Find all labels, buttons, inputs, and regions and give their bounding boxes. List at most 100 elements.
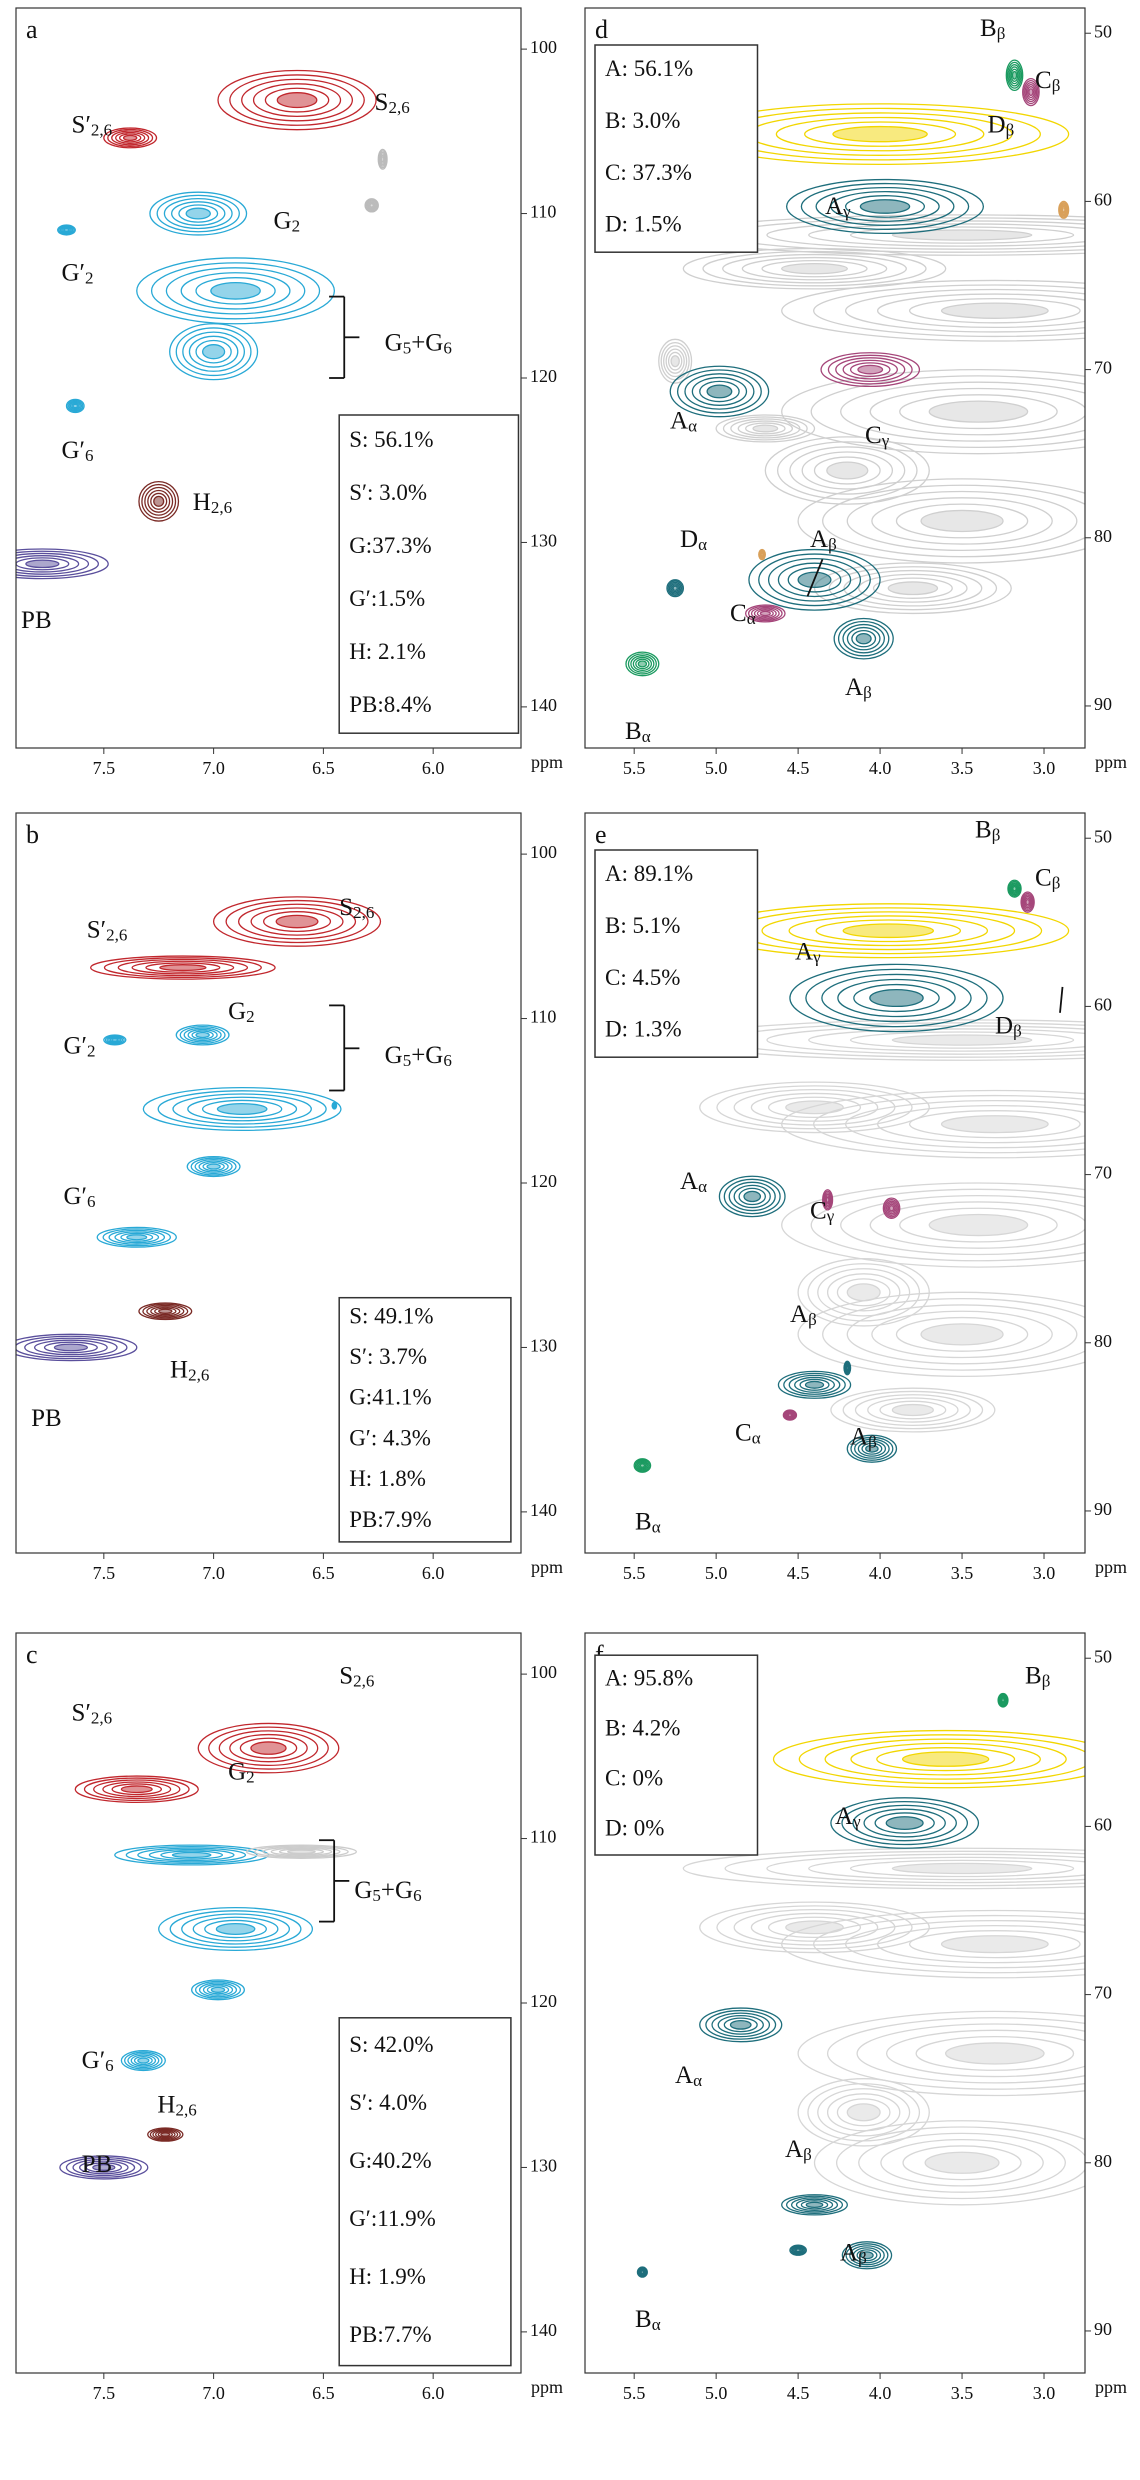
contour-ring [241,78,354,122]
panel-label: b [26,820,39,849]
contour-ring [840,381,1085,442]
contour-ring [842,923,935,939]
contour-ring [159,964,207,972]
contour-ring [237,903,357,940]
contour-ring [115,131,146,144]
contour-ring [635,658,650,670]
legend-entry: G:41.1% [349,1385,431,1410]
label-text: A [810,526,828,553]
contour-ring [846,2103,881,2122]
contour-ring [61,226,72,234]
contour-ring [670,582,681,594]
contour-ring [191,1030,214,1040]
contour-ring [813,456,881,485]
contour-ring [817,1268,911,1317]
label-subscript: α [693,2071,702,2090]
contour-ring [147,2127,184,2142]
label-subscript: γ [826,1207,835,1226]
contour-ring [669,365,770,418]
contour-ring [826,461,869,480]
contour-ring [797,2078,930,2147]
contour-ring [635,1460,649,1471]
label-text: A [670,407,688,434]
label-text: PB [21,607,52,634]
peak-label: Aγ [795,938,821,966]
peak-label: Bβ [975,816,1000,844]
contour-ring [723,1178,781,1215]
contour-ring [639,1463,646,1468]
contour-ring [836,2098,891,2127]
x-axis-label: ppm [531,752,563,772]
contour-ring [194,1980,242,1999]
contour-ring [826,2093,901,2132]
contour-ring [798,1734,1085,1785]
contour-ring [865,1444,879,1453]
x-tick-label: 3.0 [1033,2383,1056,2403]
plot-area [625,59,1085,677]
x-tick-label: 6.5 [312,1563,335,1583]
contour-ring [741,256,888,281]
contour-ring [724,1850,1085,1887]
contour-ring [671,584,680,593]
legend-entry: D: 0% [605,1815,664,1840]
contour-ring [856,2023,1085,2084]
contour-ring [810,375,1085,449]
contour-ring [837,620,890,657]
contour-ring [711,2012,771,2038]
contour-ring [781,368,1085,455]
contour-ring [136,257,336,325]
contour-ring [928,400,1029,423]
label-subscript: β [863,683,872,702]
contour-ring [852,2247,882,2264]
contour-ring [215,1923,256,1935]
peak-label: G5+G6 [354,1877,421,1905]
contour-ring [805,2201,824,2208]
label-subscript: β [1052,76,1061,95]
contour-ring [787,567,842,593]
contour-ring [149,191,248,236]
contour-ring [178,204,219,223]
contour-ring [823,1192,832,1208]
contour-ring [797,2010,1085,2097]
legend-entry: PB:7.9% [349,1507,431,1532]
contour-ring [783,1372,846,1397]
label-text: H [170,1356,188,1383]
contour-ring [781,2194,848,2216]
peak-label: Aα [680,1168,707,1196]
x-tick-label: 7.0 [202,758,225,778]
contour-ring [190,1157,237,1176]
y-tick-label: 50 [1094,21,1112,41]
x-tick-label: 5.5 [623,758,646,778]
legend-box [338,2017,512,2367]
contour-ring [192,1916,279,1942]
contour-ring [208,1726,329,1770]
contour-ring [210,281,261,300]
contour-ring [172,1093,312,1125]
contour-ring [72,403,79,409]
legend-entry: A: 95.8% [605,1665,693,1690]
contour-ring [849,2245,885,2266]
contour-ring [165,267,306,315]
contour-ring [820,352,921,388]
contour-ring [908,1110,1081,1139]
contour-ring [795,2198,834,2212]
label-subscript: γ [881,431,890,450]
legend-entry: C: 0% [605,1765,663,1790]
contour-ring [1058,202,1069,218]
contour-ring [169,323,259,381]
label-text: B [625,718,642,745]
contour-ring [940,1935,1049,1954]
legend-entry: S′: 3.7% [349,1344,427,1369]
label-subscript: 2 [246,1007,255,1026]
contour-ring [175,1024,230,1046]
x-tick-label: 3.5 [951,2383,974,2403]
label-text: G [274,207,292,234]
contour-ring [187,1028,218,1042]
peak-label: Aβ [845,674,872,702]
contour-ring [883,1199,900,1218]
legend-entry: G′: 4.3% [349,1425,431,1450]
peak-label: Cγ [810,1197,835,1225]
contour-ring [836,1278,891,1307]
label-text: PB [31,1405,62,1432]
contour-ring [198,1982,238,1998]
